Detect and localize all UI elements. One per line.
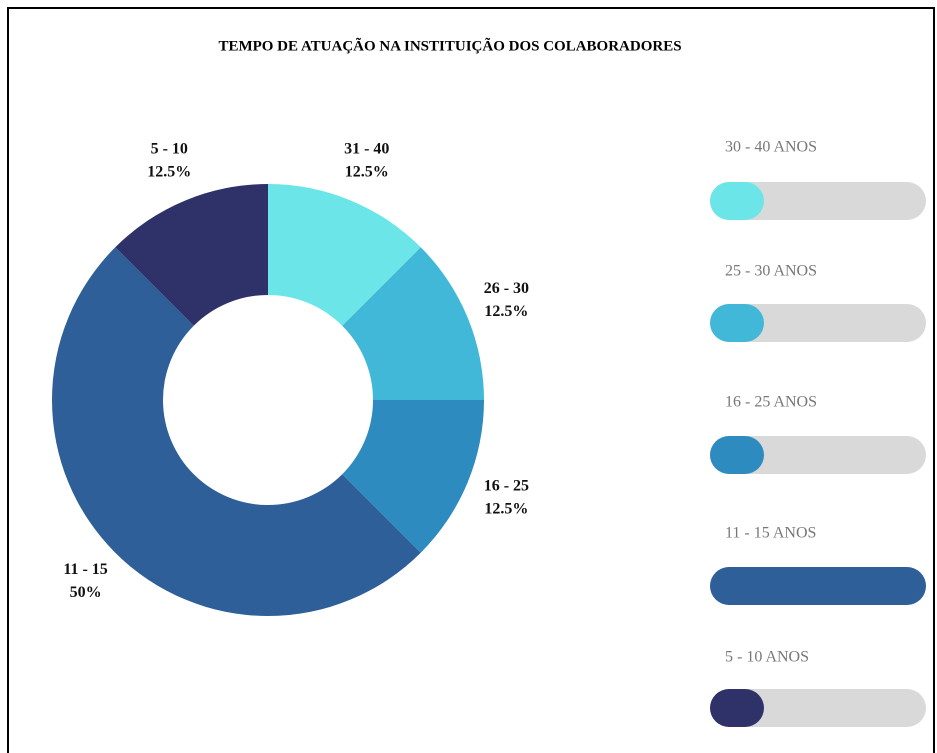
- donut-slice: [52, 247, 421, 616]
- bar-label: 5 - 10 ANOS: [725, 649, 809, 666]
- bar-label: 30 - 40 ANOS: [725, 139, 817, 156]
- donut-slice: [342, 400, 484, 553]
- slice-value: 12.5%: [484, 303, 528, 320]
- slice-label: 11 - 15: [63, 561, 107, 578]
- slice-value: 50%: [70, 584, 102, 601]
- slice-label: 26 - 30: [484, 280, 529, 297]
- bar-fill: [710, 436, 764, 474]
- bar-track: [710, 182, 926, 220]
- bar-fill: [710, 567, 926, 605]
- bar-label: 11 - 15 ANOS: [725, 525, 816, 542]
- donut-slice: [268, 184, 421, 326]
- slice-value: 12.5%: [147, 163, 191, 180]
- donut-slice: [342, 247, 484, 400]
- slice-label: 31 - 40: [344, 140, 389, 157]
- bar-fill: [710, 182, 764, 220]
- slice-value: 12.5%: [484, 500, 528, 517]
- bar-label: 16 - 25 ANOS: [725, 394, 817, 411]
- slice-value: 12.5%: [345, 163, 389, 180]
- bar-track: [710, 689, 926, 727]
- chart-title: TEMPO DE ATUAÇÃO NA INSTITUIÇÃO DOS COLA…: [218, 36, 681, 54]
- bar-track: [710, 436, 926, 474]
- bar-fill: [710, 689, 764, 727]
- bar-fill: [710, 304, 764, 342]
- donut-slice: [115, 184, 268, 326]
- bar-label: 25 - 30 ANOS: [725, 263, 817, 280]
- bar-track: [710, 304, 926, 342]
- slice-label: 5 - 10: [151, 140, 188, 157]
- slice-label: 16 - 25: [484, 477, 529, 494]
